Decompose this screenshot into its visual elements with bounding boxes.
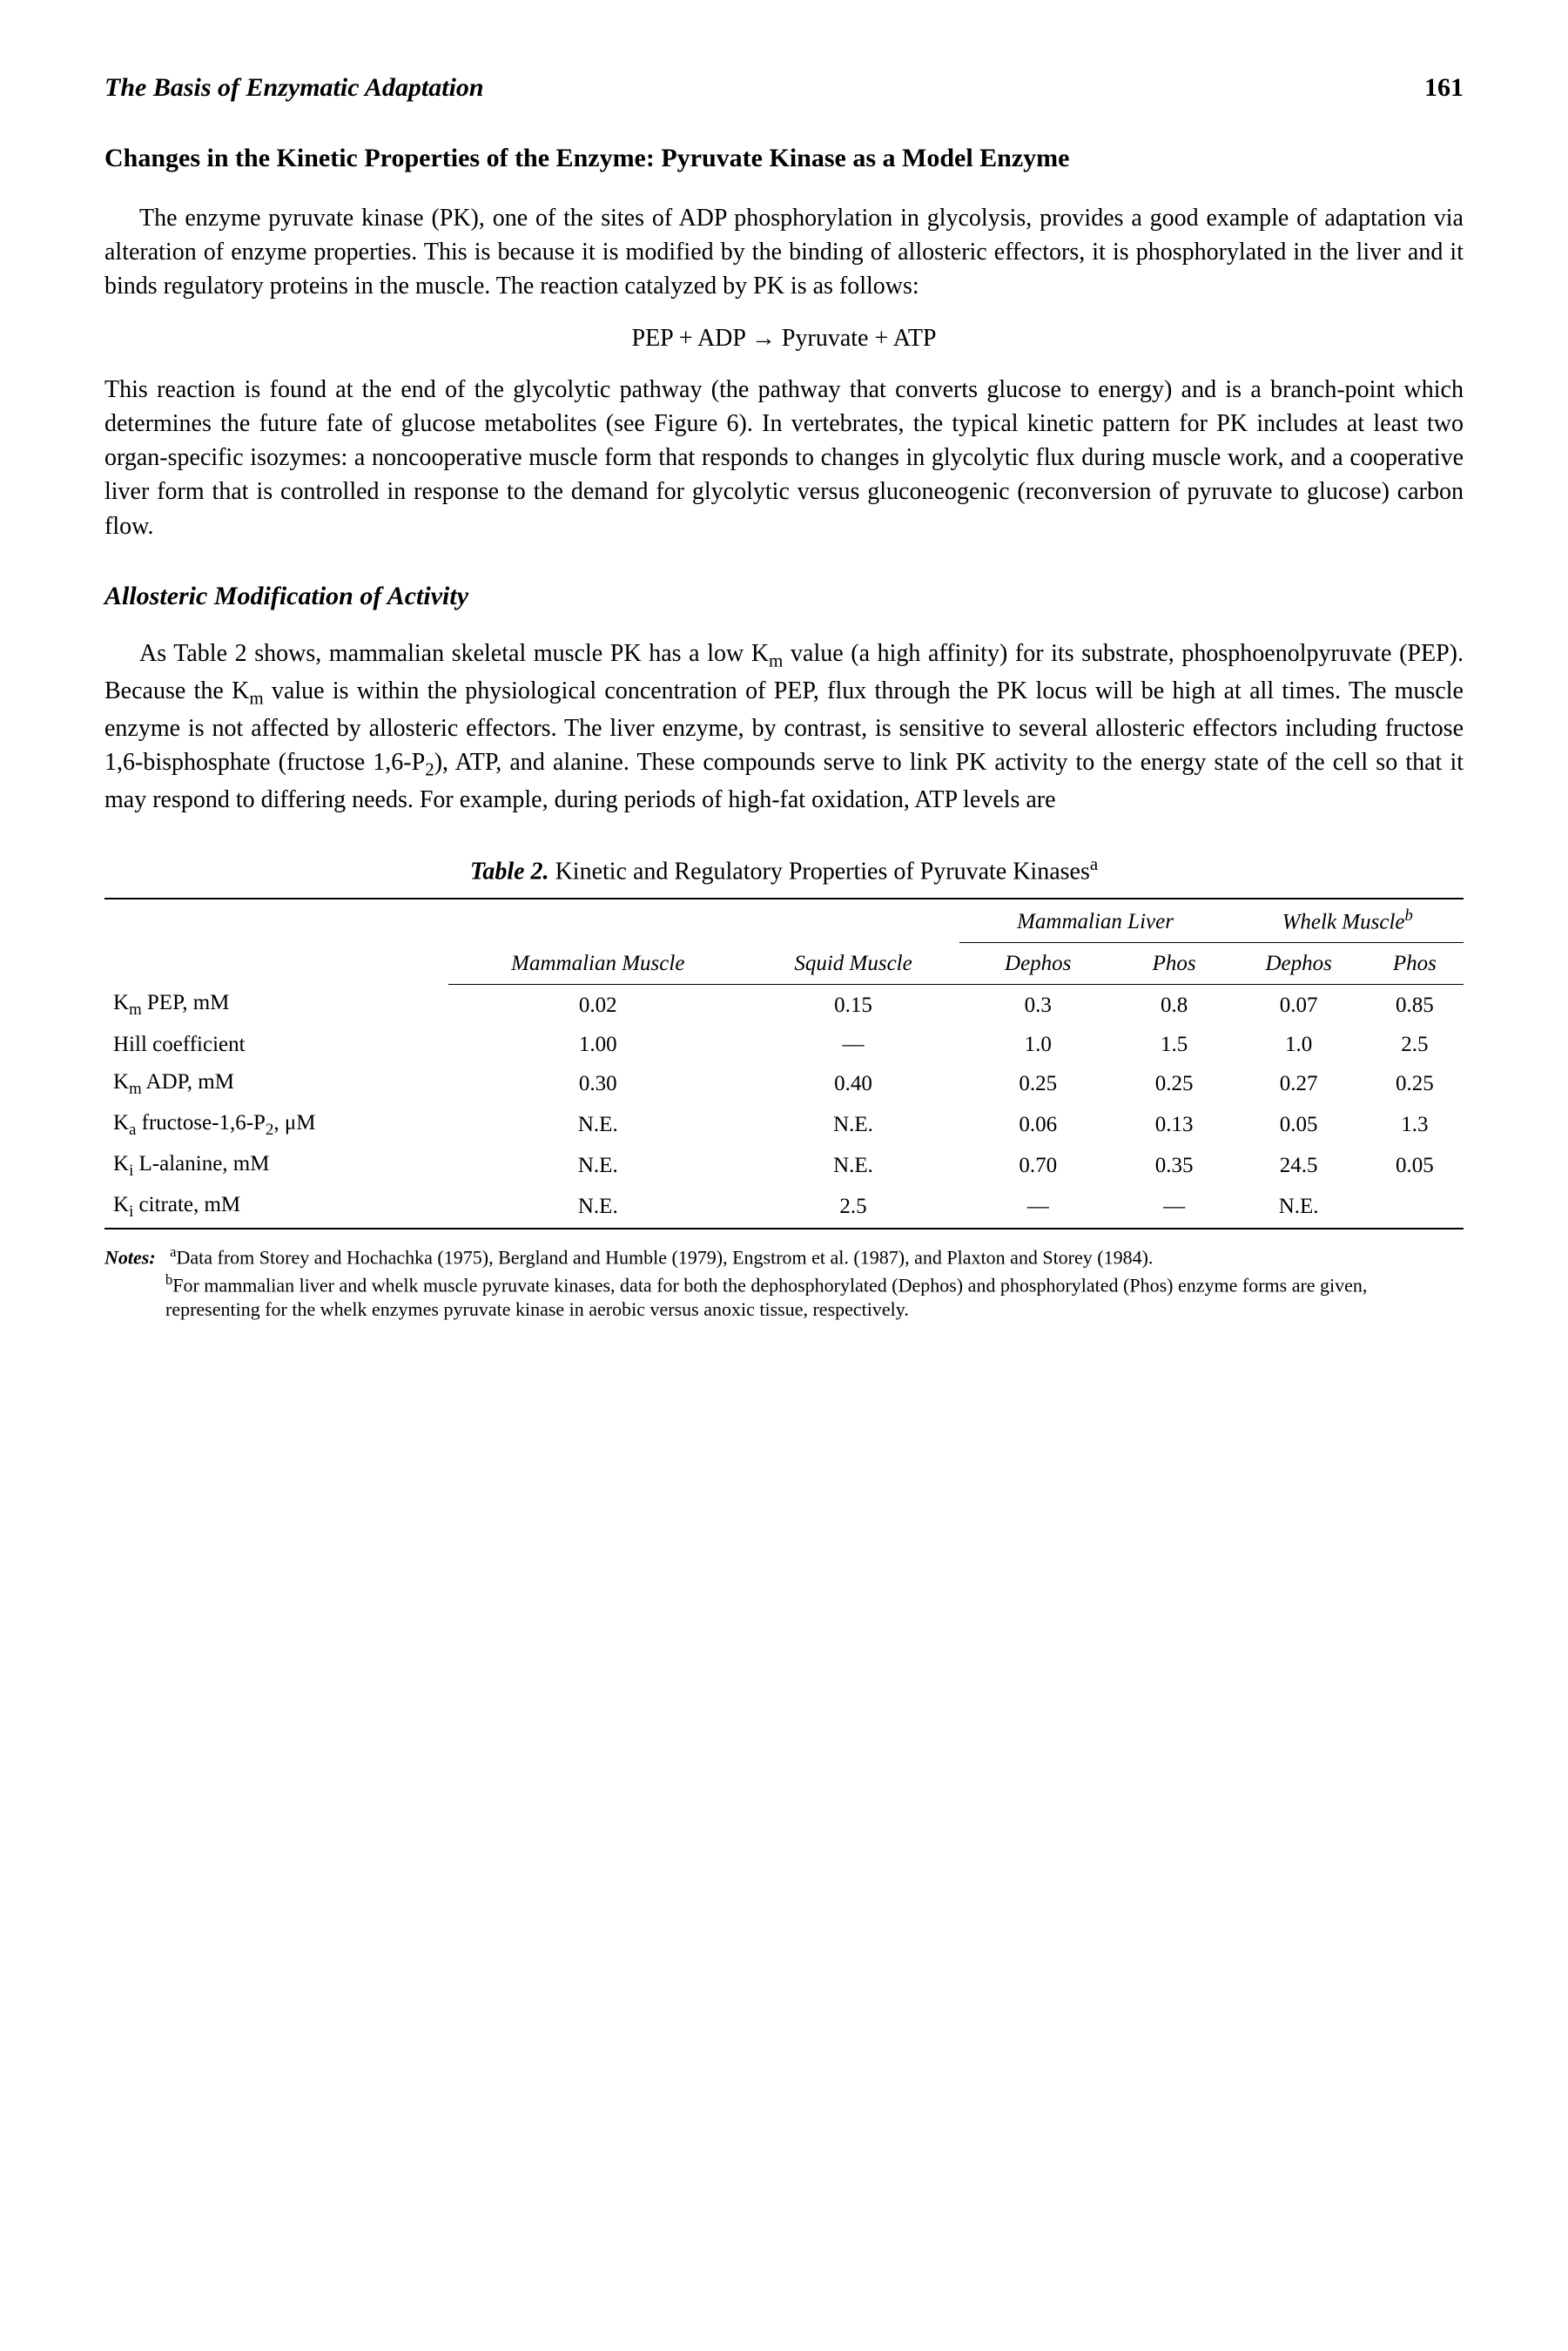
table-cell: 0.3 bbox=[959, 984, 1117, 1025]
table-cell: 0.25 bbox=[959, 1063, 1117, 1104]
table-cell: 0.70 bbox=[959, 1145, 1117, 1186]
table-row: Hill coefficient1.00—1.01.51.02.5 bbox=[104, 1026, 1464, 1063]
table-cell: 1.3 bbox=[1366, 1104, 1464, 1145]
table-cell: — bbox=[959, 1186, 1117, 1228]
row-label: Ki citrate, mM bbox=[104, 1186, 448, 1228]
table-cell: 0.8 bbox=[1117, 984, 1232, 1025]
table-cell: 0.25 bbox=[1117, 1063, 1232, 1104]
table-cell: 1.0 bbox=[1231, 1026, 1365, 1063]
note-text: Data from Storey and Hochachka (1975), B… bbox=[176, 1246, 1153, 1268]
table-cell: 0.05 bbox=[1366, 1145, 1464, 1186]
table-cell: 1.0 bbox=[959, 1026, 1117, 1063]
table-cell: — bbox=[747, 1026, 959, 1063]
table-row: Ki L-alanine, mMN.E.N.E.0.700.3524.50.05 bbox=[104, 1145, 1464, 1186]
table-cell bbox=[1366, 1186, 1464, 1228]
table-row: Km PEP, mM0.020.150.30.80.070.85 bbox=[104, 984, 1464, 1025]
subscript: m bbox=[249, 687, 263, 708]
table-cell: 0.27 bbox=[1231, 1063, 1365, 1104]
table-cell: 0.30 bbox=[448, 1063, 747, 1104]
table-row: Ka fructose-1,6-P2, μMN.E.N.E.0.060.130.… bbox=[104, 1104, 1464, 1145]
subscript: m bbox=[769, 650, 783, 670]
table-cell: 0.06 bbox=[959, 1104, 1117, 1145]
table-cell: 0.13 bbox=[1117, 1104, 1232, 1145]
row-label: Hill coefficient bbox=[104, 1026, 448, 1063]
column-subheader: Dephos bbox=[1231, 942, 1365, 984]
note-text: For mammalian liver and whelk muscle pyr… bbox=[165, 1274, 1367, 1321]
column-header: Squid Muscle bbox=[747, 899, 959, 985]
superscript: b bbox=[1404, 906, 1412, 925]
table-cell: 1.00 bbox=[448, 1026, 747, 1063]
row-label: Ki L-alanine, mM bbox=[104, 1145, 448, 1186]
superscript: a bbox=[1090, 853, 1098, 874]
body-paragraph: This reaction is found at the end of the… bbox=[104, 373, 1464, 543]
note-line: bFor mammalian liver and whelk muscle py… bbox=[165, 1270, 1464, 1324]
table-label: Table 2. bbox=[470, 858, 549, 885]
body-paragraph: As Table 2 shows, mammalian skeletal mus… bbox=[104, 637, 1464, 817]
table-cell: — bbox=[1117, 1186, 1232, 1228]
table-cell: N.E. bbox=[747, 1145, 959, 1186]
table-cell: N.E. bbox=[448, 1104, 747, 1145]
table-title: Kinetic and Regulatory Properties of Pyr… bbox=[555, 858, 1090, 885]
table-cell: N.E. bbox=[1231, 1186, 1365, 1228]
table-cell: 0.15 bbox=[747, 984, 959, 1025]
column-header: Mammalian Muscle bbox=[448, 899, 747, 985]
table-cell: 0.02 bbox=[448, 984, 747, 1025]
column-subheader: Phos bbox=[1366, 942, 1464, 984]
subscript: 2 bbox=[425, 758, 434, 779]
text-run: As Table 2 shows, mammalian skeletal mus… bbox=[139, 640, 769, 667]
table-cell: 0.40 bbox=[747, 1063, 959, 1104]
superscript: b bbox=[165, 1271, 172, 1288]
data-table: Mammalian Muscle Squid Muscle Mammalian … bbox=[104, 898, 1464, 1229]
notes-label: Notes: bbox=[104, 1246, 156, 1268]
page-number: 161 bbox=[1424, 70, 1464, 106]
table-cell: 1.5 bbox=[1117, 1026, 1232, 1063]
text-run: Whelk Muscle bbox=[1282, 910, 1405, 933]
running-header: The Basis of Enzymatic Adaptation 161 bbox=[104, 70, 1464, 106]
body-paragraph: The enzyme pyruvate kinase (PK), one of … bbox=[104, 201, 1464, 304]
table-cell: 0.07 bbox=[1231, 984, 1365, 1025]
table-cell: N.E. bbox=[747, 1104, 959, 1145]
equation: PEP + ADP → Pyruvate + ATP bbox=[104, 321, 1464, 355]
table-cell: 0.05 bbox=[1231, 1104, 1365, 1145]
column-group-header: Mammalian Liver bbox=[959, 899, 1232, 943]
table-row: Km ADP, mM0.300.400.250.250.270.25 bbox=[104, 1063, 1464, 1104]
table-cell: N.E. bbox=[448, 1145, 747, 1186]
subsection-heading: Allosteric Modification of Activity bbox=[104, 578, 1464, 615]
running-title: The Basis of Enzymatic Adaptation bbox=[104, 70, 484, 106]
table-cell: 0.25 bbox=[1366, 1063, 1464, 1104]
row-label: Ka fructose-1,6-P2, μM bbox=[104, 1104, 448, 1145]
table-header-row: Mammalian Muscle Squid Muscle Mammalian … bbox=[104, 899, 1464, 943]
table-cell: 24.5 bbox=[1231, 1145, 1365, 1186]
table-row: Ki citrate, mMN.E.2.5——N.E. bbox=[104, 1186, 1464, 1228]
table-cell: 0.85 bbox=[1366, 984, 1464, 1025]
row-label: Km ADP, mM bbox=[104, 1063, 448, 1104]
table-notes: Notes: aData from Storey and Hochachka (… bbox=[104, 1243, 1464, 1323]
row-label: Km PEP, mM bbox=[104, 984, 448, 1025]
column-group-header: Whelk Muscleb bbox=[1231, 899, 1464, 943]
table-caption: Table 2. Kinetic and Regulatory Properti… bbox=[104, 852, 1464, 889]
column-subheader: Phos bbox=[1117, 942, 1232, 984]
table-cell: 2.5 bbox=[1366, 1026, 1464, 1063]
section-heading: Changes in the Kinetic Properties of the… bbox=[104, 141, 1464, 175]
column-subheader: Dephos bbox=[959, 942, 1117, 984]
table-cell: N.E. bbox=[448, 1186, 747, 1228]
table-cell: 0.35 bbox=[1117, 1145, 1232, 1186]
table-cell: 2.5 bbox=[747, 1186, 959, 1228]
